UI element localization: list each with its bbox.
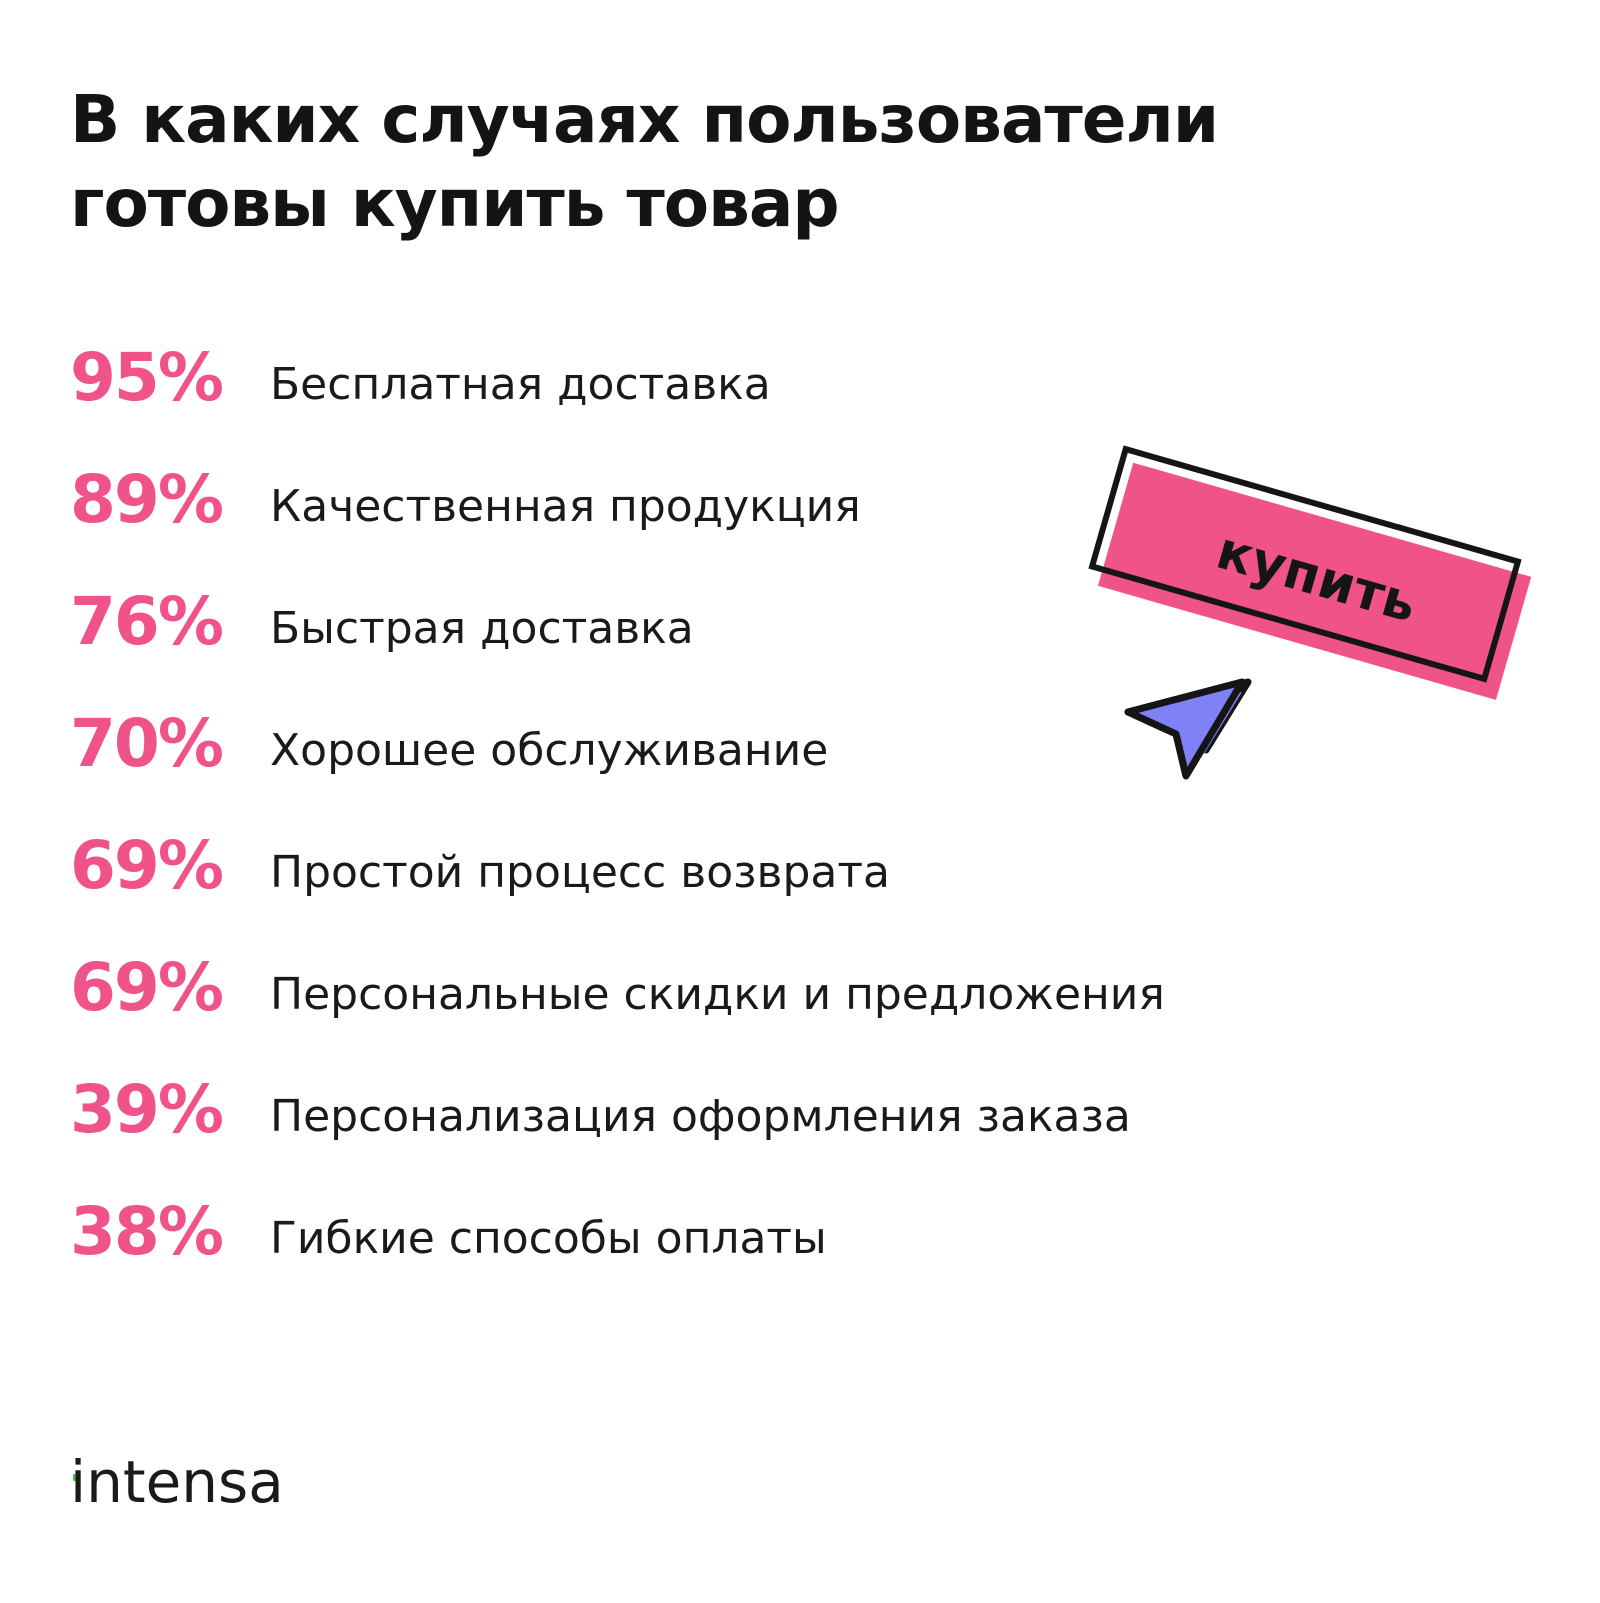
item-label: Быстрая доставка — [270, 602, 694, 654]
item-label: Простой процесс возврата — [270, 846, 890, 898]
brand-logo: intensa — [70, 1448, 284, 1516]
percent-value: 95% — [70, 338, 224, 416]
cursor-arrow-icon — [1124, 678, 1252, 780]
percent-value: 69% — [70, 826, 224, 904]
list-item: 95% Бесплатная доставка — [70, 316, 1370, 438]
item-label: Качественная продукция — [270, 480, 861, 532]
percent-value: 76% — [70, 582, 224, 660]
list-item: 38% Гибкие способы оплаты — [70, 1170, 1370, 1292]
item-label: Бесплатная доставка — [270, 358, 771, 410]
item-label: Персонализация оформления заказа — [270, 1090, 1131, 1142]
percent-value: 70% — [70, 704, 224, 782]
percent-value: 69% — [70, 948, 224, 1026]
list-item: 39% Персонализация оформления заказа — [70, 1048, 1370, 1170]
percent-value: 89% — [70, 460, 224, 538]
page-title: В каких случаях пользователи готовы купи… — [70, 81, 1219, 242]
stats-list: 95% Бесплатная доставка 89% Качественная… — [70, 316, 1370, 1292]
item-label: Гибкие способы оплаты — [270, 1212, 827, 1264]
logo-accent-dot — [73, 1474, 80, 1481]
percent-value: 39% — [70, 1070, 224, 1148]
list-item: 89% Качественная продукция — [70, 438, 1370, 560]
item-label: Хорошее обслуживание — [270, 724, 829, 776]
list-item: 69% Персональные скидки и предложения — [70, 926, 1370, 1048]
percent-value: 38% — [70, 1192, 224, 1270]
list-item: 70% Хорошее обслуживание — [70, 682, 1370, 804]
list-item: 69% Простой процесс возврата — [70, 804, 1370, 926]
list-item: 76% Быстрая доставка — [70, 560, 1370, 682]
item-label: Персональные скидки и предложения — [270, 968, 1165, 1020]
